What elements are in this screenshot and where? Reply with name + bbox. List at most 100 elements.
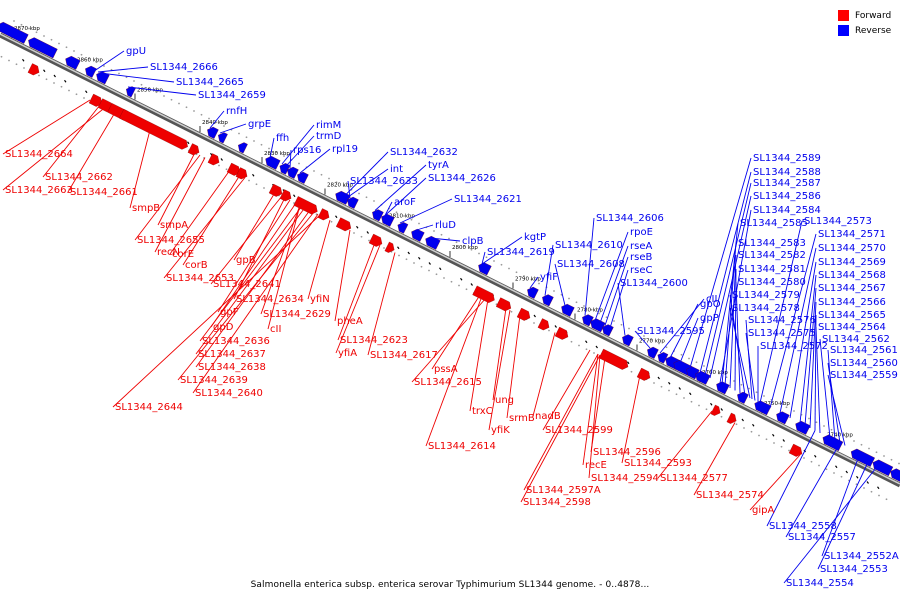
gene-label: yfiF xyxy=(540,272,558,283)
gene-label: SL1344_2664 xyxy=(5,149,73,160)
gene-label: SL1344_2564 xyxy=(818,322,886,333)
minor-tick xyxy=(741,418,744,422)
gene-label: SL1344_2598 xyxy=(523,497,591,508)
gene-label: SL1344_2559 xyxy=(830,370,898,381)
track-dot xyxy=(118,72,120,75)
reverse-gene-arrow xyxy=(754,400,772,416)
leader-line xyxy=(425,295,483,447)
gene-label: SL1344_2552A xyxy=(824,551,899,562)
leader-line xyxy=(414,224,434,231)
gene-label: SL1344_2568 xyxy=(818,270,886,281)
gene-label: SL1344_2584 xyxy=(753,205,821,216)
track-dot xyxy=(163,95,165,97)
track-dot xyxy=(223,125,225,127)
reverse-gene-arrow xyxy=(622,334,634,347)
leader-line xyxy=(819,338,831,439)
minor-tick xyxy=(720,408,723,411)
track-dot xyxy=(458,284,460,287)
reverse-gene-arrow xyxy=(265,155,281,170)
leader-line xyxy=(735,281,741,394)
track-dot xyxy=(50,38,53,41)
track-dot xyxy=(8,59,10,62)
gene-label: rluD xyxy=(435,220,456,231)
gene-label: SL1344_2585 xyxy=(740,218,808,229)
track-dot xyxy=(675,393,678,396)
leader-line xyxy=(2,99,91,155)
track-dot xyxy=(45,78,48,81)
reverse-gene-arrow xyxy=(238,142,248,154)
minor-tick xyxy=(356,225,359,229)
track-dot xyxy=(653,382,655,384)
track-dot xyxy=(53,82,55,84)
track-dot xyxy=(840,475,843,478)
track-dot xyxy=(613,320,615,322)
track-dot xyxy=(875,451,878,454)
leader-line xyxy=(134,154,201,241)
track-dot xyxy=(75,93,78,96)
track-dot xyxy=(440,233,443,236)
leader-line xyxy=(729,294,746,396)
track-dot xyxy=(373,200,375,202)
track-dot xyxy=(860,443,863,446)
gene-label: smpA xyxy=(160,220,188,231)
reverse-gene-arrow xyxy=(850,448,875,467)
forward-gene-arrow xyxy=(317,208,330,221)
track-dot xyxy=(630,370,633,373)
leader-line xyxy=(374,164,427,211)
leader-line xyxy=(337,242,376,341)
leader-line xyxy=(729,307,751,399)
minor-tick xyxy=(533,314,536,318)
track-dot xyxy=(15,63,18,66)
gene-label: gpD xyxy=(213,322,234,333)
leader-line xyxy=(195,209,311,368)
gene-label: rnfH xyxy=(226,106,247,117)
gene-label: SL1344_2562 xyxy=(822,334,890,345)
track-dot xyxy=(20,23,23,26)
leader-line xyxy=(604,256,629,326)
track-dot xyxy=(268,147,270,150)
leader-line xyxy=(335,244,381,354)
gene-label: SL1344_2570 xyxy=(818,243,886,254)
minor-tick xyxy=(407,251,410,255)
leader-line xyxy=(42,104,101,178)
track-dot xyxy=(95,61,98,64)
track-dot xyxy=(898,462,900,465)
track-dot xyxy=(208,117,210,120)
gene-label: SL1344_2589 xyxy=(753,153,821,164)
leader-line xyxy=(129,129,151,209)
track-dot xyxy=(660,385,663,388)
track-dot xyxy=(863,487,865,489)
gene-label: gpO xyxy=(700,299,721,310)
gene-label: SL1344_2640 xyxy=(195,388,263,399)
leader-line xyxy=(544,244,554,296)
forward-gene-arrow xyxy=(516,307,531,321)
track-dot xyxy=(148,87,150,90)
track-dot xyxy=(533,322,535,324)
gene-label: SL1344_2663 xyxy=(5,185,73,196)
gene-label: SL1344_2571 xyxy=(818,229,886,240)
minor-tick xyxy=(470,283,473,286)
track-dot xyxy=(765,438,768,441)
track-dot xyxy=(353,232,355,234)
leader-line xyxy=(112,214,321,408)
leader-line xyxy=(289,149,292,169)
legend-forward: Forward xyxy=(838,8,891,23)
minor-tick xyxy=(220,158,223,161)
track-dot xyxy=(218,164,220,167)
reverse-gene-arrow xyxy=(347,196,359,209)
track-dot xyxy=(803,457,805,459)
leader-line xyxy=(169,169,231,255)
gene-label: SL1344_2614 xyxy=(428,441,496,452)
gene-label: rps16 xyxy=(293,145,321,156)
leader-line xyxy=(429,237,461,242)
minor-tick xyxy=(585,340,588,344)
track-dot xyxy=(628,327,630,330)
leader-line xyxy=(157,152,196,226)
gene-label: SL1344_2588 xyxy=(753,167,821,178)
gene-label: SL1344_2569 xyxy=(818,257,886,268)
track-dot xyxy=(830,428,833,431)
track-dot xyxy=(733,380,735,382)
track-dot xyxy=(750,430,753,433)
leader-line xyxy=(233,192,276,261)
track-dot xyxy=(658,342,660,345)
